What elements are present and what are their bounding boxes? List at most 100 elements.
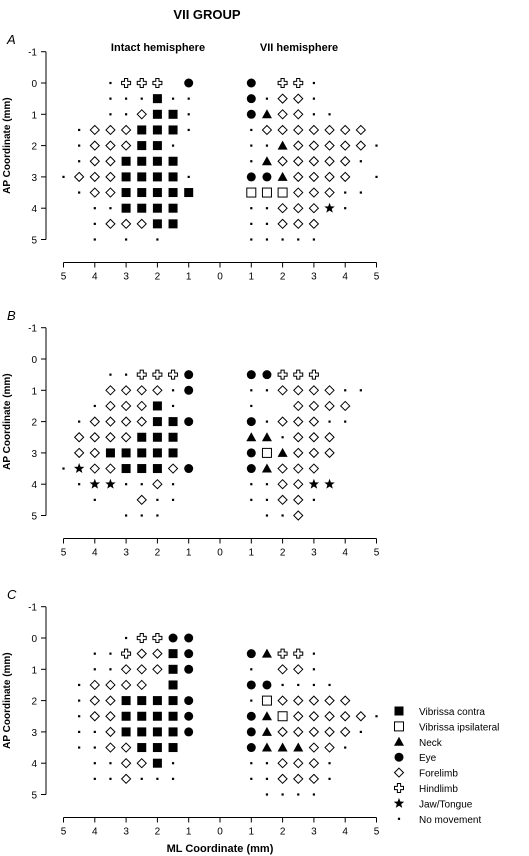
marker-none [93,207,96,210]
marker-eye [262,370,272,380]
marker-fore [277,478,288,490]
marker-none [140,97,143,100]
legend-label: Forelimb [419,769,458,780]
marker-fore [308,385,320,396]
marker-fore [308,124,320,136]
marker-vc [168,203,178,213]
marker-fore [120,124,132,136]
legend-label: Eye [419,753,437,764]
marker-eye [184,727,194,737]
marker-fore [339,726,351,738]
marker-none [312,97,315,100]
series-vi [246,187,288,198]
marker-neck [261,648,272,658]
marker-fore [308,202,320,214]
panel-letter: C [7,587,17,602]
legend-item-hind: Hindlimb [394,783,458,795]
marker-none [109,97,112,100]
marker-none [265,144,269,147]
marker-eye [246,743,256,753]
marker-hind [121,78,132,88]
legend-marker-vc [394,706,404,716]
marker-eye [184,370,194,380]
marker-neck [246,432,257,442]
marker-fore [152,478,163,490]
marker-fore [120,773,132,785]
marker-fore [120,432,132,443]
marker-none [78,730,81,733]
marker-fore [73,447,85,459]
marker-none [250,762,253,765]
marker-fore [293,757,304,769]
marker-none [125,238,128,241]
marker-fore [136,648,147,659]
marker-fore [308,432,320,443]
marker-fore [293,726,304,738]
marker-fore [136,400,147,412]
y-tick-label: 3 [31,449,37,460]
marker-none [109,762,112,765]
legend-marker-none [397,817,401,820]
marker-fore [293,478,304,490]
marker-eye [184,696,194,706]
marker-none [250,222,253,225]
marker-fore [293,218,304,230]
marker-none [125,113,128,116]
marker-eye [184,664,194,674]
marker-neck [261,726,272,736]
marker-none [109,113,112,116]
marker-none [375,144,378,147]
marker-vc [152,432,162,442]
marker-eye [246,680,256,690]
marker-eye [184,417,194,427]
marker-none [93,238,96,241]
marker-none [375,175,378,178]
marker-fore [120,218,132,230]
marker-vc [121,696,131,706]
x-tick-label: 4 [342,548,348,559]
y-tick-label: -1 [28,324,37,335]
marker-vc [152,711,162,721]
marker-fore [293,494,304,506]
marker-vc [137,464,147,474]
legend-item-vi: Vibrissa ipsilateral [394,721,499,733]
marker-fore [293,463,304,474]
marker-fore [89,432,101,443]
marker-none [171,762,175,765]
y-tick-label: 5 [31,512,37,523]
marker-eye [246,448,256,458]
x-tick-label: 0 [217,827,223,838]
x-tick-label: 1 [186,548,192,559]
x-tick-label: 1 [186,272,192,283]
marker-fore [89,140,101,151]
marker-fore [120,757,132,769]
marker-vi [261,695,272,706]
marker-vc [168,432,178,442]
marker-none [312,668,315,671]
marker-none [93,762,96,765]
marker-none [109,777,112,780]
marker-fore [308,187,320,198]
marker-fore [324,385,335,396]
marker-none [344,191,347,194]
marker-neck [277,447,288,457]
marker-eye [246,649,256,659]
marker-fore [308,140,320,151]
marker-vc [152,172,162,182]
marker-fore [277,695,288,706]
marker-fore [277,109,288,120]
marker-fore [308,711,320,722]
x-tick-label: 2 [155,548,161,559]
y-tick-label: 0 [31,355,37,366]
marker-none [156,514,159,517]
marker-fore [277,773,288,785]
marker-none [250,404,253,408]
y-tick-label: 1 [31,386,37,397]
marker-vc [121,156,131,166]
marker-vc [121,188,131,198]
marker-fore [105,416,116,427]
marker-fore [89,171,101,183]
series-fore [73,385,351,521]
x-tick-label: 5 [61,548,67,559]
y-tick-label: 4 [31,480,37,491]
